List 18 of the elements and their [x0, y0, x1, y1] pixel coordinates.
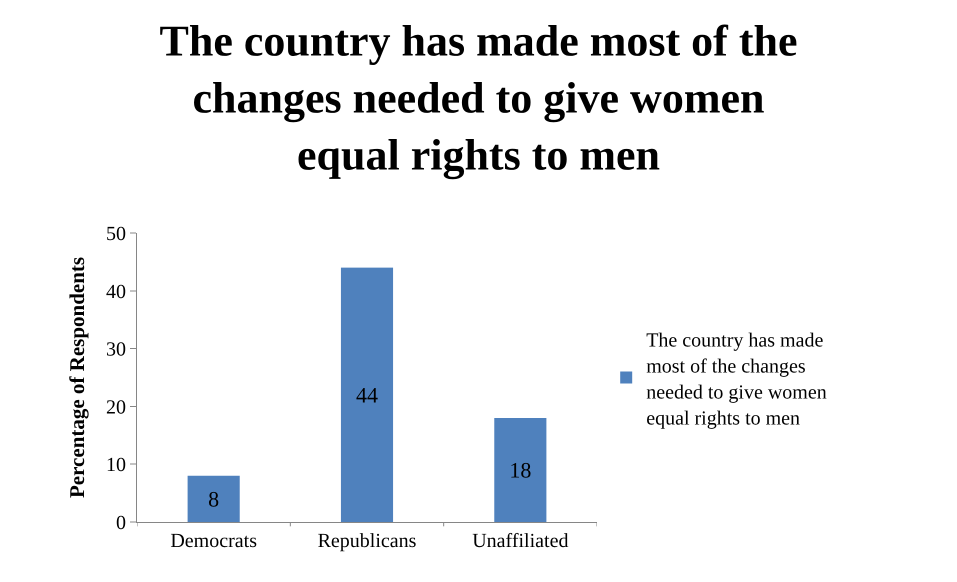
- y-axis-title: Percentage of Respondents: [65, 256, 90, 498]
- x-tick-label: Democrats: [170, 530, 258, 552]
- bar: [494, 418, 546, 522]
- y-tick-label: 30: [106, 338, 126, 361]
- y-tick-label: 10: [106, 454, 126, 476]
- chart-title: The country has made most of the changes needed to give women equal rights to men: [160, 16, 798, 180]
- x-tick-label: Unaffiliated: [472, 530, 568, 552]
- data-label: 18: [509, 457, 532, 482]
- y-tick-label: 40: [106, 280, 126, 303]
- y-tick-label: 20: [106, 396, 126, 418]
- bar: [340, 268, 394, 522]
- legend-label: The country has made most of the changes needed to give women equal rights to men: [646, 329, 827, 430]
- data-label: 44: [356, 382, 378, 408]
- y-tick-label: 50: [106, 223, 126, 245]
- bar: [188, 476, 240, 522]
- y-tick-label: 0: [116, 512, 126, 534]
- x-tick-label: Republicans: [318, 530, 417, 552]
- data-label: 8: [208, 486, 220, 512]
